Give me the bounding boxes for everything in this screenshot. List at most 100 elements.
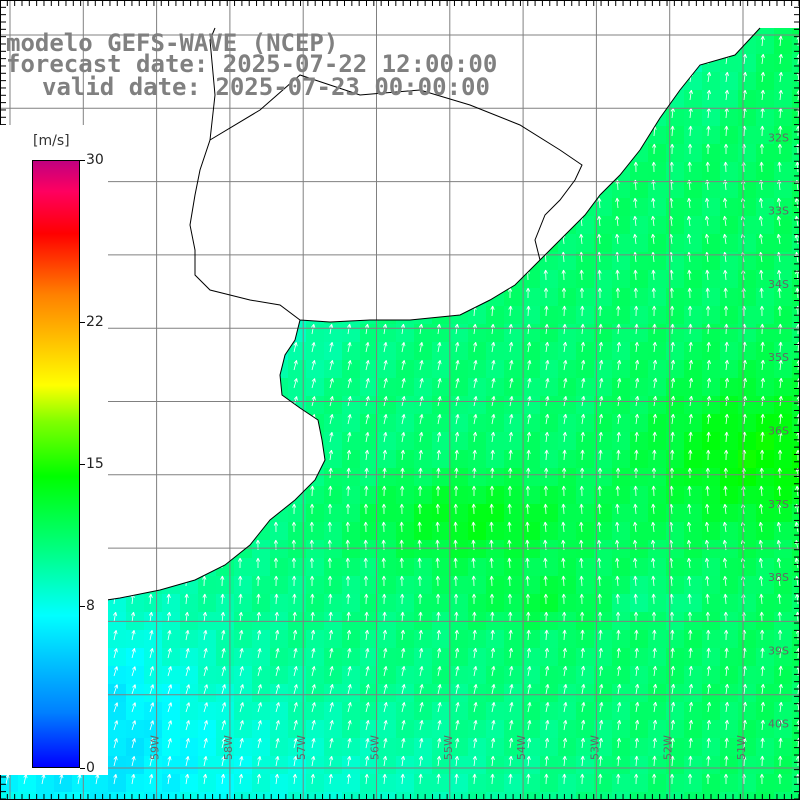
field-cell <box>180 648 199 667</box>
field-cell <box>594 702 613 721</box>
field-cell <box>522 324 541 343</box>
field-cell <box>504 342 523 361</box>
field-cell <box>522 468 541 487</box>
wind-arrow <box>328 593 333 605</box>
field-cell <box>792 648 800 667</box>
field-cell <box>378 468 397 487</box>
wind-arrow <box>598 737 603 749</box>
wind-arrow <box>723 287 728 299</box>
wind-arrow <box>724 755 729 767</box>
wind-arrow <box>185 720 190 731</box>
longitude-label: 52W <box>662 735 675 760</box>
field-cell <box>720 432 739 451</box>
wind-arrow <box>544 737 550 749</box>
wind-arrow <box>329 647 334 659</box>
wind-arrow <box>759 143 765 155</box>
field-cell <box>306 756 325 775</box>
field-cell <box>630 396 649 415</box>
field-cell <box>594 792 613 800</box>
colorbar <box>32 160 80 768</box>
field-cell <box>756 252 775 271</box>
wind-arrow <box>275 720 280 731</box>
field-cell <box>702 576 721 595</box>
field-cell <box>774 594 793 613</box>
wind-arrow <box>706 683 711 695</box>
field-cell <box>396 342 415 361</box>
field-cell <box>666 324 685 343</box>
field-cell <box>612 468 631 487</box>
wind-arrow <box>634 413 639 425</box>
field-cell <box>486 396 505 415</box>
field-cell <box>522 396 541 415</box>
field-cell <box>612 252 631 271</box>
field-cell <box>468 432 487 451</box>
wind-arrow <box>598 611 603 623</box>
field-cell <box>594 306 613 325</box>
field-cell <box>684 270 703 289</box>
field-cell <box>342 630 361 649</box>
field-cell <box>306 486 325 505</box>
field-cell <box>756 756 775 775</box>
field-cell <box>774 630 793 649</box>
field-cell <box>540 540 559 559</box>
field-cell <box>738 324 757 343</box>
field-cell <box>342 432 361 451</box>
wind-arrow <box>581 683 586 695</box>
wind-arrow <box>777 305 782 317</box>
wind-arrow <box>579 269 584 281</box>
field-cell <box>630 774 649 793</box>
wind-arrow <box>634 773 639 785</box>
field-cell <box>342 738 361 757</box>
field-cell <box>432 522 451 541</box>
field-cell <box>594 594 613 613</box>
field-cell <box>630 288 649 307</box>
field-cell <box>558 288 577 307</box>
field-cell <box>252 792 271 800</box>
field-cell <box>180 792 199 800</box>
wind-arrow <box>688 413 693 425</box>
field-cell <box>702 594 721 613</box>
field-cell <box>450 702 469 721</box>
wind-arrow <box>257 702 262 713</box>
field-cell <box>504 756 523 775</box>
field-cell <box>792 324 800 343</box>
wind-arrow <box>563 701 568 713</box>
field-cell <box>756 684 775 703</box>
wind-arrow <box>706 719 711 731</box>
wind-arrow <box>275 666 280 677</box>
field-cell <box>414 756 433 775</box>
field-cell <box>108 630 127 649</box>
field-cell <box>612 288 631 307</box>
wind-arrow <box>616 773 621 785</box>
wind-arrow <box>670 647 675 659</box>
field-cell <box>504 432 523 451</box>
field-cell <box>486 756 505 775</box>
field-cell <box>738 144 757 163</box>
field-cell <box>324 738 343 757</box>
wind-arrow <box>419 341 424 353</box>
wind-arrow <box>293 755 298 767</box>
field-cell <box>342 702 361 721</box>
field-cell <box>702 738 721 757</box>
wind-arrow <box>760 359 765 371</box>
wind-arrow <box>329 720 334 731</box>
wind-arrow <box>706 89 711 101</box>
field-cell <box>306 342 325 361</box>
field-cell <box>306 594 325 613</box>
field-cell <box>684 738 703 757</box>
field-cell <box>666 792 685 800</box>
wind-arrow <box>255 557 261 568</box>
wind-arrow <box>491 341 496 353</box>
field-cell <box>324 450 343 469</box>
field-cell <box>792 594 800 613</box>
wind-arrow <box>651 215 656 227</box>
wind-arrow <box>599 359 604 371</box>
wind-arrow <box>705 593 710 605</box>
field-cell <box>774 450 793 469</box>
wind-arrow <box>543 593 548 605</box>
field-cell <box>432 360 451 379</box>
wind-arrow <box>508 647 513 659</box>
field-cell <box>630 252 649 271</box>
field-cell <box>738 504 757 523</box>
field-cell <box>630 450 649 469</box>
